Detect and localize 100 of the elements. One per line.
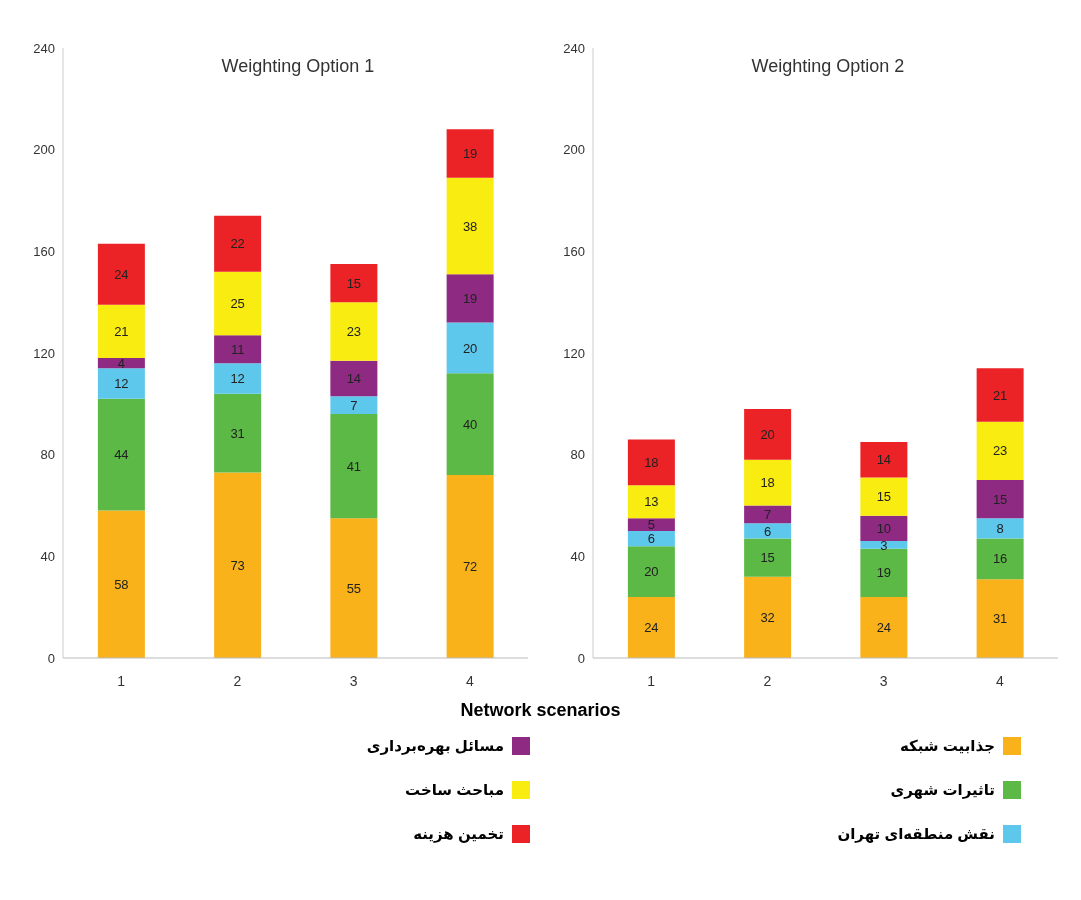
y-tick-label: 40: [40, 548, 55, 564]
bar: [860, 477, 908, 516]
legend-label: جذابیت شبکه: [899, 737, 995, 755]
data-label: 22: [230, 236, 245, 252]
y-tick-label: 200: [33, 142, 55, 158]
y-tick-label: 160: [33, 243, 55, 259]
y-tick-label: 160: [563, 243, 585, 259]
y-tick-label: 80: [570, 447, 585, 463]
bar: [627, 485, 675, 519]
data-label: 3: [880, 537, 888, 553]
data-label: 55: [346, 580, 362, 596]
x-tick-label: 2: [233, 672, 242, 689]
bar: [627, 439, 675, 486]
legend-label: تاثیرات شهری: [890, 781, 995, 799]
data-label: 21: [992, 387, 1008, 403]
data-label: 19: [876, 565, 892, 581]
y-tick-label: 80: [40, 447, 55, 463]
legend-label: مسائل بهره‌برداری: [366, 737, 504, 755]
y-tick-label: 0: [47, 650, 55, 666]
bar: [627, 518, 675, 531]
x-tick-label: 2: [763, 672, 772, 689]
data-label: 13: [644, 494, 659, 510]
bar: [214, 215, 262, 272]
bar: [860, 541, 908, 549]
y-tick-label: 0: [577, 650, 585, 666]
data-label: 18: [644, 454, 659, 470]
data-label: 16: [992, 551, 1008, 567]
bar: [214, 472, 262, 658]
bar: [860, 441, 908, 478]
data-label: 44: [114, 447, 129, 463]
bar: [214, 393, 262, 473]
data-label: 73: [230, 557, 245, 573]
data-label: 31: [992, 611, 1008, 627]
data-label: 6: [647, 531, 655, 547]
bar: [97, 510, 145, 658]
chart-title: Weighting Option 1: [220, 56, 376, 77]
data-label: 7: [764, 507, 772, 523]
y-tick-label: 200: [563, 142, 585, 158]
data-label: 20: [760, 426, 775, 442]
bar: [446, 475, 494, 658]
bar: [214, 363, 262, 394]
data-label: 23: [346, 324, 362, 340]
bar: [744, 523, 792, 539]
legend-label: تخمین هزینه: [413, 825, 504, 843]
data-label: 19: [462, 290, 478, 306]
y-tick-label: 40: [570, 548, 585, 564]
data-label: 11: [230, 341, 245, 357]
data-label: 15: [876, 489, 892, 505]
bar: [330, 518, 378, 658]
data-label: 14: [876, 452, 892, 468]
y-tick-label: 120: [563, 345, 585, 361]
data-label: 41: [346, 458, 362, 474]
bar: [214, 335, 262, 364]
data-label: 5: [647, 517, 655, 533]
data-label: 20: [462, 340, 478, 356]
bar: [627, 546, 675, 597]
data-label: 15: [346, 275, 362, 291]
x-axis-title: Network scenarios: [459, 700, 622, 721]
bar: [97, 304, 145, 359]
bar: [97, 368, 145, 399]
data-label: 4: [117, 355, 125, 371]
data-label: 40: [462, 416, 478, 432]
legend-label: نقش منطقه‌ای تهران: [837, 825, 995, 843]
legend-label: مباحث ساخت: [405, 781, 504, 799]
data-label: 8: [996, 520, 1004, 536]
data-label: 31: [230, 425, 245, 441]
bar: [976, 518, 1024, 539]
bar: [446, 373, 494, 475]
data-label: 24: [644, 620, 659, 636]
bar: [446, 129, 494, 178]
bar: [976, 538, 1024, 580]
bar: [976, 368, 1024, 422]
bar: [744, 538, 792, 577]
x-tick-label: 4: [995, 672, 1004, 689]
bar: [976, 480, 1024, 519]
data-label: 18: [760, 475, 775, 491]
bar: [446, 177, 494, 275]
data-label: 58: [114, 576, 129, 592]
bar: [330, 264, 378, 303]
bar: [97, 398, 145, 511]
bar: [860, 515, 908, 542]
data-label: 14: [346, 371, 362, 387]
data-label: 7: [350, 397, 358, 413]
bar: [330, 396, 378, 414]
data-label: 6: [764, 523, 772, 539]
x-tick-label: 3: [349, 672, 358, 689]
bar: [627, 597, 675, 658]
chart-title: Weighting Option 2: [750, 56, 906, 77]
bar: [860, 597, 908, 658]
x-tick-label: 1: [117, 672, 126, 689]
bar: [860, 548, 908, 597]
bar: [627, 530, 675, 547]
data-label: 19: [462, 146, 478, 162]
data-label: 24: [114, 266, 129, 282]
data-label: 12: [114, 376, 129, 392]
data-label: 15: [760, 550, 775, 566]
data-label: 72: [462, 559, 478, 575]
data-label: 21: [114, 324, 129, 340]
data-label: 38: [462, 218, 478, 234]
data-label: 25: [230, 296, 245, 312]
